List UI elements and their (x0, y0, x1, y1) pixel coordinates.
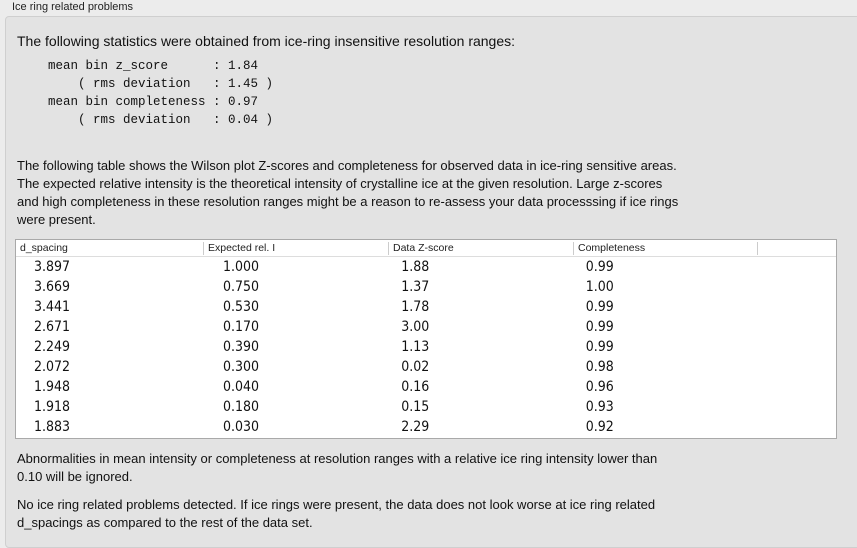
table-cell: 3.897 (34, 259, 71, 275)
table-cell: 0.93 (585, 399, 614, 415)
table-row[interactable]: 3.669 0.750 1.37 1.00 (16, 277, 754, 297)
table-cell: 0.300 (223, 359, 260, 375)
col-header-d-spacing[interactable]: d_spacing (20, 242, 68, 254)
note-2: 0.10 will be ignored. (17, 469, 133, 484)
table-cell: 0.15 (401, 399, 430, 415)
table-desc-2: The expected relative intensity is the t… (17, 176, 663, 191)
table-cell: 0.99 (585, 259, 614, 275)
stats-block: mean bin z_score : 1.84 ( rms deviation … (48, 59, 274, 127)
table-cell: 0.96 (585, 379, 614, 395)
table-cell: 2.072 (34, 359, 71, 375)
table-cell: 1.000 (223, 259, 260, 275)
table-header: d_spacing Expected rel. I Data Z-score C… (16, 240, 836, 257)
table-cell: 0.16 (401, 379, 430, 395)
table-cell: 0.99 (585, 339, 614, 355)
intro-text: The following statistics were obtained f… (17, 33, 516, 49)
table-row[interactable]: 1.883 0.030 2.29 0.92 (16, 417, 754, 437)
table-cell: 0.02 (401, 359, 430, 375)
table-cell: 1.37 (401, 279, 430, 295)
table-cell: 3.669 (34, 279, 71, 295)
table-cell: 3.00 (401, 319, 430, 335)
table-cell: 1.883 (34, 419, 71, 435)
table-cell: 1.00 (585, 279, 614, 295)
conclusion-2: d_spacings as compared to the rest of th… (17, 515, 313, 530)
table-cell: 0.750 (223, 279, 260, 295)
table-row[interactable]: 2.671 0.170 3.00 0.99 (16, 317, 754, 337)
table-cell: 0.030 (223, 419, 260, 435)
table-cell: 0.390 (223, 339, 260, 355)
table-desc-3: and high completeness in these resolutio… (17, 194, 679, 209)
table-cell: 1.918 (34, 399, 71, 415)
table-cell: 0.530 (223, 299, 260, 315)
table-cell: 0.99 (585, 299, 614, 315)
table-cell: 0.170 (223, 319, 260, 335)
table-cell: 2.29 (401, 419, 430, 435)
table-cell: 2.249 (34, 339, 71, 355)
col-header-completeness[interactable]: Completeness (573, 242, 645, 255)
table-row[interactable]: 3.897 1.000 1.88 0.99 (16, 257, 754, 277)
table-row[interactable]: 2.072 0.300 0.02 0.98 (16, 357, 754, 377)
table-cell: 0.98 (585, 359, 614, 375)
table-row[interactable]: 2.249 0.390 1.13 0.99 (16, 337, 754, 357)
table-row[interactable]: 3.441 0.530 1.78 0.99 (16, 297, 754, 317)
note-1: Abnormalities in mean intensity or compl… (17, 451, 658, 466)
table-desc-4: were present. (17, 212, 96, 227)
table-cell: 1.13 (401, 339, 430, 355)
conclusion-1: No ice ring related problems detected. I… (17, 497, 656, 512)
col-header-expected[interactable]: Expected rel. I (203, 242, 275, 255)
table-cell: 1.78 (401, 299, 430, 315)
table-cell: 1.948 (34, 379, 71, 395)
table-row[interactable]: 1.948 0.040 0.16 0.96 (16, 377, 754, 397)
table-cell: 0.180 (223, 399, 260, 415)
group-title: Ice ring related problems (12, 1, 134, 13)
table-desc-1: The following table shows the Wilson plo… (17, 158, 677, 173)
table-row[interactable]: 1.918 0.180 0.15 0.93 (16, 397, 754, 417)
table-cell: 2.671 (34, 319, 71, 335)
table-cell: 0.92 (585, 419, 614, 435)
table-cell: 0.040 (223, 379, 260, 395)
table-cell: 1.88 (401, 259, 430, 275)
table-cell: 3.441 (34, 299, 71, 315)
ice-ring-table[interactable]: d_spacing Expected rel. I Data Z-score C… (15, 239, 837, 439)
table-cell: 0.99 (585, 319, 614, 335)
col-header-zscore[interactable]: Data Z-score (388, 242, 454, 255)
col-header-empty (757, 242, 762, 255)
